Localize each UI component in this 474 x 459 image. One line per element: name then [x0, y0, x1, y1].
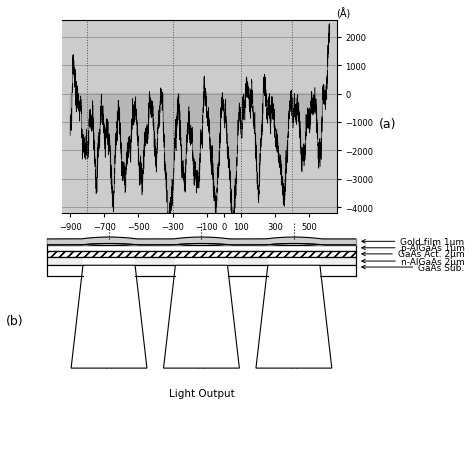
Bar [47, 257, 356, 266]
Bar [268, 266, 320, 276]
Polygon shape [71, 266, 147, 368]
Bar [83, 266, 135, 276]
Bar [47, 266, 356, 276]
Text: Gold film 1μm: Gold film 1μm [362, 237, 465, 246]
Text: (Å): (Å) [337, 8, 351, 19]
Bar [83, 257, 135, 266]
Text: (a): (a) [379, 118, 397, 130]
Polygon shape [164, 266, 239, 368]
Text: Light Output: Light Output [169, 389, 234, 398]
Bar [268, 257, 320, 266]
X-axis label: (μm): (μm) [187, 237, 211, 247]
Text: GaAs Sub.: GaAs Sub. [362, 263, 465, 272]
Text: (b): (b) [5, 314, 23, 327]
Bar [47, 252, 356, 257]
Text: n-AlGaAs 2μm: n-AlGaAs 2μm [362, 257, 465, 266]
Text: p-AlGaAs 1μm: p-AlGaAs 1μm [362, 244, 465, 253]
Bar [47, 252, 356, 257]
Bar [47, 246, 356, 252]
Bar [175, 257, 228, 266]
Text: GaAs Act. 2μm: GaAs Act. 2μm [362, 250, 465, 259]
Bar [47, 240, 356, 246]
Polygon shape [256, 266, 332, 368]
Bar [175, 266, 228, 276]
